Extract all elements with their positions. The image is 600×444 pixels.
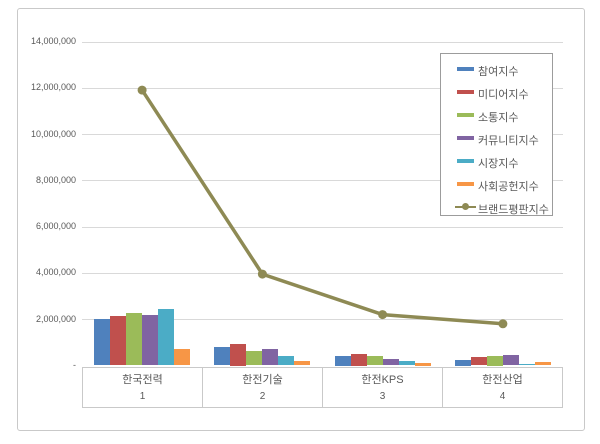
gridline [82,41,563,43]
y-axis-tick-label: 2,000,000 [35,313,76,324]
bar-4-cat-1 [142,315,158,366]
bar-6-cat-2 [294,361,311,366]
x-axis-category-number: 2 [259,391,266,402]
legend-item-label: 시장지수 [478,158,519,170]
y-axis-tick-label: 6,000,000 [35,221,76,232]
bar-5-cat-1 [158,308,174,366]
bar-2-cat-1 [110,315,126,366]
bar-5-cat-4 [518,364,535,366]
bar-5-cat-3 [398,360,415,366]
x-axis-category-cell: 한전기술 2 [202,368,322,407]
bar-2-cat-2 [230,343,247,366]
legend-bar-swatch-icon [457,90,474,94]
gridline [82,87,563,89]
bar-4-cat-2 [262,348,279,366]
bar-4-cat-4 [502,354,519,366]
y-axis-tick-label: 12,000,000 [30,82,76,93]
bar-6-cat-3 [414,362,431,366]
gridline [82,226,563,228]
legend-item: 사회공헌지수 [441,172,552,195]
x-axis-category-cell: 한국전력 1 [83,368,202,407]
legend-item-label: 브랜드평판지수 [478,204,549,216]
bar-1-cat-1 [94,319,110,366]
bar-1-cat-2 [214,347,231,366]
legend-item: 소통지수 [441,103,552,126]
legend-bar-swatch-icon [457,159,474,163]
legend-bar-swatch-icon [457,182,474,186]
legend-item: 시장지수 [441,149,552,172]
y-axis-tick-label: 14,000,000 [30,36,76,46]
bar-3-cat-2 [246,351,263,366]
y-axis-tick-label: 8,000,000 [35,174,76,185]
y-axis-tick-label: 10,000,000 [30,128,76,139]
x-axis-category-label: 한국전력 [122,374,163,386]
x-axis-table: 한국전력 1 한전기술 2 한전KPS 3 한전산업 4 [82,367,563,408]
bar-6-cat-1 [174,348,190,366]
x-axis-category-label: 한전산업 [482,374,523,386]
gridline [82,272,563,274]
bar-5-cat-2 [278,355,295,366]
bar-1-cat-3 [334,355,351,366]
legend-item: 커뮤니티지수 [441,126,552,149]
y-axis-tick-label: 4,000,000 [35,267,76,278]
legend-item-label: 참여지수 [478,66,519,78]
x-axis-category-cell: 한전KPS 3 [322,368,442,407]
x-axis-category-number: 1 [139,391,146,402]
bar-3-cat-1 [126,313,142,366]
legend-marker-icon [462,203,469,210]
legend-bar-swatch-icon [457,113,474,117]
legend-item-label: 소통지수 [478,112,519,124]
bar-1-cat-4 [454,359,471,366]
x-axis-category-number: 3 [379,391,386,402]
legend-item-label: 사회공헌지수 [478,181,539,193]
legend-bar-swatch-icon [457,67,474,71]
bar-3-cat-4 [486,355,503,366]
legend-item: 브랜드평판지수 [441,195,552,218]
legend-item-label: 미디어지수 [478,89,529,101]
legend-item: 미디어지수 [441,80,552,103]
bar-2-cat-4 [470,356,487,366]
bar-6-cat-4 [534,361,551,366]
bar-4-cat-3 [382,358,399,366]
bar-3-cat-3 [366,356,383,366]
x-axis-category-number: 4 [499,391,506,402]
legend-bar-swatch-icon [457,136,474,140]
x-axis-category-label: 한전기술 [242,374,283,386]
x-axis-category-cell: 한전산업 4 [442,368,562,407]
legend-item: 참여지수 [441,57,552,80]
legend-item-label: 커뮤니티지수 [478,135,539,147]
x-axis-category-label: 한전KPS [361,374,404,386]
y-axis-tick-label: - [73,360,76,370]
bar-2-cat-3 [350,353,367,366]
